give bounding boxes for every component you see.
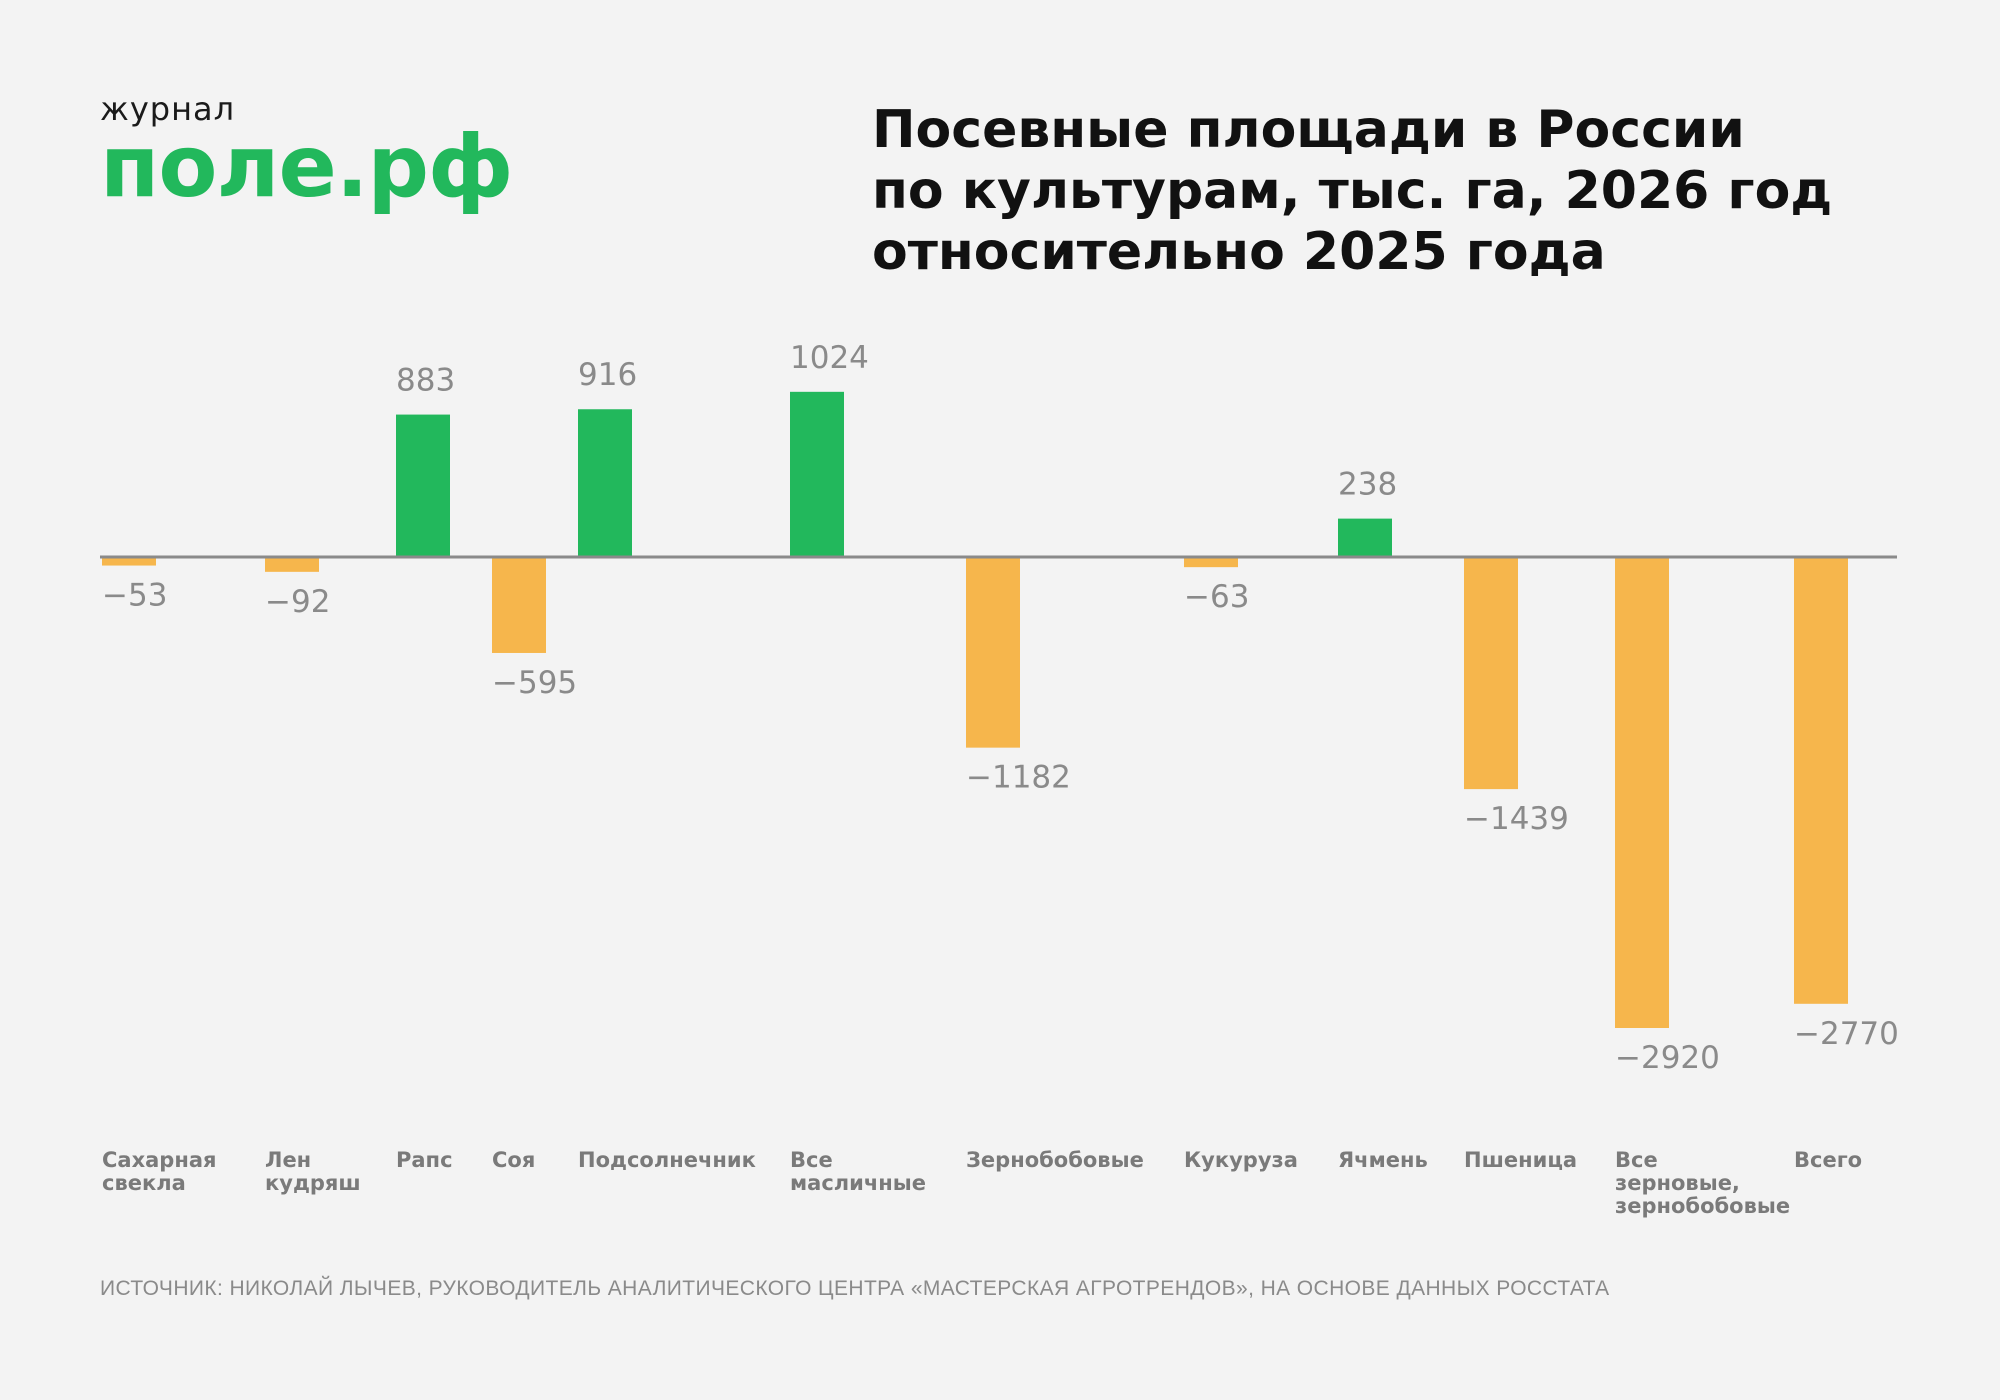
bar-6 [966, 557, 1020, 748]
bars [102, 391, 1848, 1028]
logo-brand-text: поле.рф [100, 117, 513, 217]
bar-1 [265, 557, 319, 572]
bar-10 [1615, 557, 1669, 1028]
category-label-line: зернобобовые [1615, 1194, 1790, 1218]
source-note: ИСТОЧНИК: НИКОЛАЙ ЛЫЧЕВ, РУКОВОДИТЕЛЬ АН… [100, 1277, 1610, 1300]
chart-title-line-1: Посевные площади в России [872, 100, 1745, 160]
category-label-line: Лен [265, 1148, 311, 1172]
category-label-line: Зернобобовые [966, 1148, 1144, 1172]
category-label-line: Все [1615, 1148, 1658, 1172]
category-label-0: Сахарная свекла [102, 1148, 217, 1195]
category-label-6: Зернобобовые [966, 1148, 1144, 1172]
category-label-7: Кукуруза [1184, 1148, 1298, 1172]
category-label-4: Подсолнечник [578, 1148, 756, 1172]
bar-2 [396, 414, 450, 557]
value-label-5: 1024 [790, 340, 869, 376]
category-label-line: масличные [790, 1171, 926, 1195]
chart-title-line-3: относительно 2025 года [872, 222, 1606, 282]
value-label-11: −2770 [1794, 1016, 1899, 1052]
category-label-line: Рапс [396, 1148, 453, 1172]
chart-title: Посевные площади в России по культурам, … [872, 100, 1982, 283]
value-label-9: −1439 [1464, 801, 1569, 837]
category-label-line: Сахарная [102, 1148, 217, 1172]
category-label-9: Пшеница [1464, 1148, 1577, 1172]
value-label-0: −53 [102, 578, 167, 614]
bar-4 [578, 409, 632, 557]
chart-title-line-2: по культурам, тыс. га, 2026 год [872, 161, 1833, 221]
value-label-3: −595 [492, 665, 577, 701]
category-label-line: зерновые, [1615, 1171, 1740, 1195]
value-label-8: 238 [1338, 467, 1397, 503]
category-label-line: Соя [492, 1148, 535, 1172]
value-label-1: −92 [265, 584, 330, 620]
bar-11 [1794, 557, 1848, 1004]
value-label-2: 883 [396, 363, 455, 399]
category-label-1: Лен кудряш [265, 1148, 361, 1195]
category-label-10: Все зерновые, зернобобовые [1615, 1148, 1790, 1218]
category-label-line: Всего [1794, 1148, 1862, 1172]
value-label-6: −1182 [966, 760, 1071, 796]
logo-small-text: журнал [100, 90, 236, 128]
category-label-3: Соя [492, 1148, 535, 1172]
category-label-11: Всего [1794, 1148, 1862, 1172]
bar-3 [492, 557, 546, 653]
category-label-8: Ячмень [1338, 1148, 1428, 1172]
value-label-7: −63 [1184, 579, 1249, 615]
bar-9 [1464, 557, 1518, 790]
category-label-line: Подсолнечник [578, 1148, 756, 1172]
bar-5 [790, 391, 844, 557]
value-label-4: 916 [578, 357, 637, 393]
category-label-line: Ячмень [1338, 1148, 1428, 1172]
category-label-line: Кукуруза [1184, 1148, 1298, 1172]
bar-chart: −53 −92 883 −595 916 1024 −1182 −63 238 −1439 −292… [100, 340, 1899, 1218]
logo: журнал поле.рф [100, 90, 513, 217]
category-label-line: кудряш [265, 1171, 361, 1195]
bar-7 [1184, 557, 1238, 568]
bar-8 [1338, 518, 1392, 557]
value-label-10: −2920 [1615, 1040, 1720, 1076]
value-labels: −53 −92 883 −595 916 1024 −1182 −63 238 −1439 −292… [102, 340, 1899, 1076]
category-labels: Сахарная свекла Лен кудряш Рапс Соя Подсолнечн… [102, 1148, 1862, 1218]
category-label-2: Рапс [396, 1148, 453, 1172]
category-label-line: Пшеница [1464, 1148, 1577, 1172]
bar-0 [102, 557, 156, 566]
category-label-line: свекла [102, 1171, 186, 1195]
category-label-5: Все масличные [790, 1148, 926, 1195]
category-label-line: Все [790, 1148, 833, 1172]
